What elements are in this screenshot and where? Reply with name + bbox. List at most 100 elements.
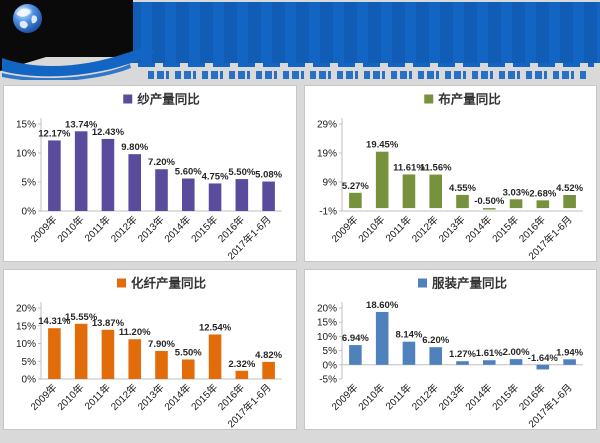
x-tick-label: 2012年	[108, 381, 140, 413]
bar-value-label: 2.68%	[529, 188, 556, 199]
bar	[155, 350, 168, 379]
bar-value-label: -1.64%	[527, 353, 558, 364]
x-tick-label: 2014年	[462, 381, 494, 413]
bar	[128, 339, 142, 379]
y-tick-label: 9%	[322, 178, 337, 189]
title-banner-clipped-text	[128, 2, 600, 67]
x-tick-label: 2015年	[188, 213, 220, 245]
bar-value-label: 14.31%	[38, 316, 71, 327]
x-tick-label: 2015年	[489, 381, 521, 413]
y-tick-label: 5%	[22, 357, 37, 368]
y-tick-label: 20%	[316, 304, 336, 315]
y-tick-label: 0%	[22, 375, 37, 386]
globe-icon	[12, 3, 43, 34]
x-tick-label: 2011年	[82, 381, 113, 412]
bar	[562, 194, 576, 209]
x-tick-label: 2011年	[382, 213, 413, 244]
bar-value-label: 4.82%	[255, 350, 282, 361]
bar	[402, 174, 415, 209]
chart-title: 纱产量同比	[137, 92, 200, 107]
y-tick-label: -5%	[319, 375, 337, 386]
bar-value-label: 5.08%	[255, 170, 282, 181]
y-tick-label: 5%	[22, 178, 37, 189]
bar-chart: 化纤产量同比 0% 5% 10% 15% 20%14.31% 2009年 15.55% 2010…	[16, 276, 283, 430]
bar-value-label: -0.50%	[474, 196, 505, 207]
y-tick-label: 15%	[16, 321, 36, 332]
bar	[74, 323, 88, 379]
bar-value-label: 15.55%	[65, 312, 98, 323]
bar-chart: 布产量同比 -1% 9% 19% 29% 5.27% 2009年 19.45% 2010年 11.…	[316, 92, 583, 262]
x-tick-label: 2015年	[188, 381, 220, 413]
chart-panel-garment-yoy: 服装产量同比 -5% 0% 5% 10% 15% 20% 6.94% 2009年 18.60% 20…	[303, 269, 597, 430]
y-tick-label: 10%	[16, 339, 36, 350]
legend-marker	[117, 278, 126, 288]
x-tick-label: 2011年	[382, 381, 413, 412]
bar-value-label: 6.94%	[341, 333, 368, 344]
bar	[536, 200, 549, 209]
bar	[48, 140, 61, 211]
bar-value-label: 1.61%	[475, 348, 502, 359]
x-tick-label: 2015年	[489, 213, 521, 245]
x-tick-label: 2009年	[328, 381, 360, 413]
bar-chart: 纱产量同比 0% 5% 10% 15%12.17% 2009年 13.74% 2010年 12.…	[16, 92, 283, 262]
bar	[482, 360, 496, 365]
bar	[536, 364, 549, 370]
x-tick-label: 2014年	[462, 213, 494, 245]
bar-value-label: 9.80%	[121, 142, 148, 153]
y-tick-label: 10%	[316, 332, 336, 343]
x-tick-label: 2012年	[108, 213, 140, 245]
x-tick-label: 2010年	[54, 381, 86, 413]
bar	[562, 359, 576, 365]
chart-panel-yarn-yoy: 纱产量同比 0% 5% 10% 15% 12.17% 2009年 13.74% 2010年 12.…	[3, 85, 297, 262]
y-tick-label: 15%	[316, 318, 336, 329]
x-tick-label: 2009年	[28, 381, 60, 413]
bar	[74, 131, 88, 211]
chart-title: 服装产量同比	[432, 276, 508, 291]
report-header	[0, 0, 600, 85]
y-tick-label: 20%	[16, 304, 36, 315]
logo-swoosh-icon	[2, 44, 154, 80]
bar-value-label: 11.20%	[119, 327, 151, 338]
y-tick-label: 29%	[316, 120, 336, 131]
x-tick-label: 2013年	[135, 213, 167, 245]
bar-value-label: 1.27%	[449, 349, 476, 360]
bar	[48, 328, 61, 379]
bar	[101, 329, 115, 379]
bar-value-label: 4.75%	[202, 171, 229, 182]
legend-marker	[423, 94, 433, 104]
bar-chart: 服装产量同比 -5% 0% 5% 10% 15% 20% 6.94% 2009年 18.60% 20…	[316, 276, 583, 430]
bar	[181, 359, 195, 379]
bar-value-label: 3.03%	[502, 187, 529, 198]
x-tick-label: 2012年	[408, 381, 440, 413]
chart-title: 化纤产量同比	[131, 276, 207, 291]
bar-value-label: 12.17%	[38, 128, 71, 139]
y-tick-label: 19%	[316, 149, 336, 160]
bar-value-label: 4.55%	[449, 183, 476, 194]
bar-value-label: 11.56%	[419, 163, 451, 174]
x-tick-label: 2010年	[355, 381, 387, 413]
bar-value-label: 6.20%	[422, 335, 449, 346]
bar	[235, 179, 249, 211]
x-tick-label: 2014年	[161, 213, 193, 245]
x-tick-label: 2013年	[135, 381, 167, 413]
bar-value-label: 19.45%	[366, 140, 399, 151]
y-tick-label: 10%	[16, 149, 36, 160]
bar-value-label: 4.52%	[556, 183, 583, 194]
bar	[509, 359, 522, 365]
y-tick-label: -1%	[319, 207, 337, 218]
x-tick-label: 2011年	[82, 213, 113, 244]
x-tick-label: 2010年	[355, 213, 387, 245]
y-tick-label: 0%	[322, 360, 337, 371]
chart-title: 布产量同比	[438, 92, 501, 107]
bar	[428, 174, 442, 209]
clipped-subtitle-text	[148, 71, 586, 79]
bar-value-label: 8.14%	[395, 330, 422, 341]
bar	[208, 183, 222, 211]
bar	[155, 169, 168, 211]
bar-value-label: 5.50%	[228, 167, 255, 178]
bar	[455, 194, 469, 209]
bar	[262, 181, 275, 211]
bar	[348, 192, 362, 209]
x-tick-label: 2009年	[28, 213, 60, 245]
